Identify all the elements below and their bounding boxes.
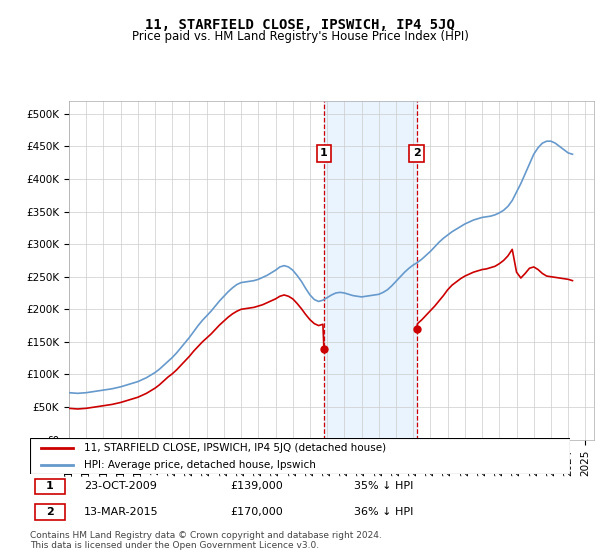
Text: 13-MAR-2015: 13-MAR-2015 xyxy=(84,507,158,517)
FancyBboxPatch shape xyxy=(35,505,65,520)
Text: 1: 1 xyxy=(46,481,54,491)
Text: 35% ↓ HPI: 35% ↓ HPI xyxy=(354,481,413,491)
Text: Price paid vs. HM Land Registry's House Price Index (HPI): Price paid vs. HM Land Registry's House … xyxy=(131,30,469,43)
Text: 23-OCT-2009: 23-OCT-2009 xyxy=(84,481,157,491)
Text: £139,000: £139,000 xyxy=(230,481,283,491)
FancyBboxPatch shape xyxy=(30,438,570,474)
FancyBboxPatch shape xyxy=(35,479,65,494)
Text: 2: 2 xyxy=(413,148,421,158)
Bar xyxy=(324,101,416,440)
Text: 11, STARFIELD CLOSE, IPSWICH, IP4 5JQ: 11, STARFIELD CLOSE, IPSWICH, IP4 5JQ xyxy=(145,18,455,32)
Text: £170,000: £170,000 xyxy=(230,507,283,517)
Text: 11, STARFIELD CLOSE, IPSWICH, IP4 5JQ (detached house): 11, STARFIELD CLOSE, IPSWICH, IP4 5JQ (d… xyxy=(84,443,386,453)
Text: 2: 2 xyxy=(46,507,54,517)
Text: 36% ↓ HPI: 36% ↓ HPI xyxy=(354,507,413,517)
Text: 1: 1 xyxy=(320,148,328,158)
Text: Contains HM Land Registry data © Crown copyright and database right 2024.
This d: Contains HM Land Registry data © Crown c… xyxy=(30,531,382,550)
Text: HPI: Average price, detached house, Ipswich: HPI: Average price, detached house, Ipsw… xyxy=(84,460,316,470)
